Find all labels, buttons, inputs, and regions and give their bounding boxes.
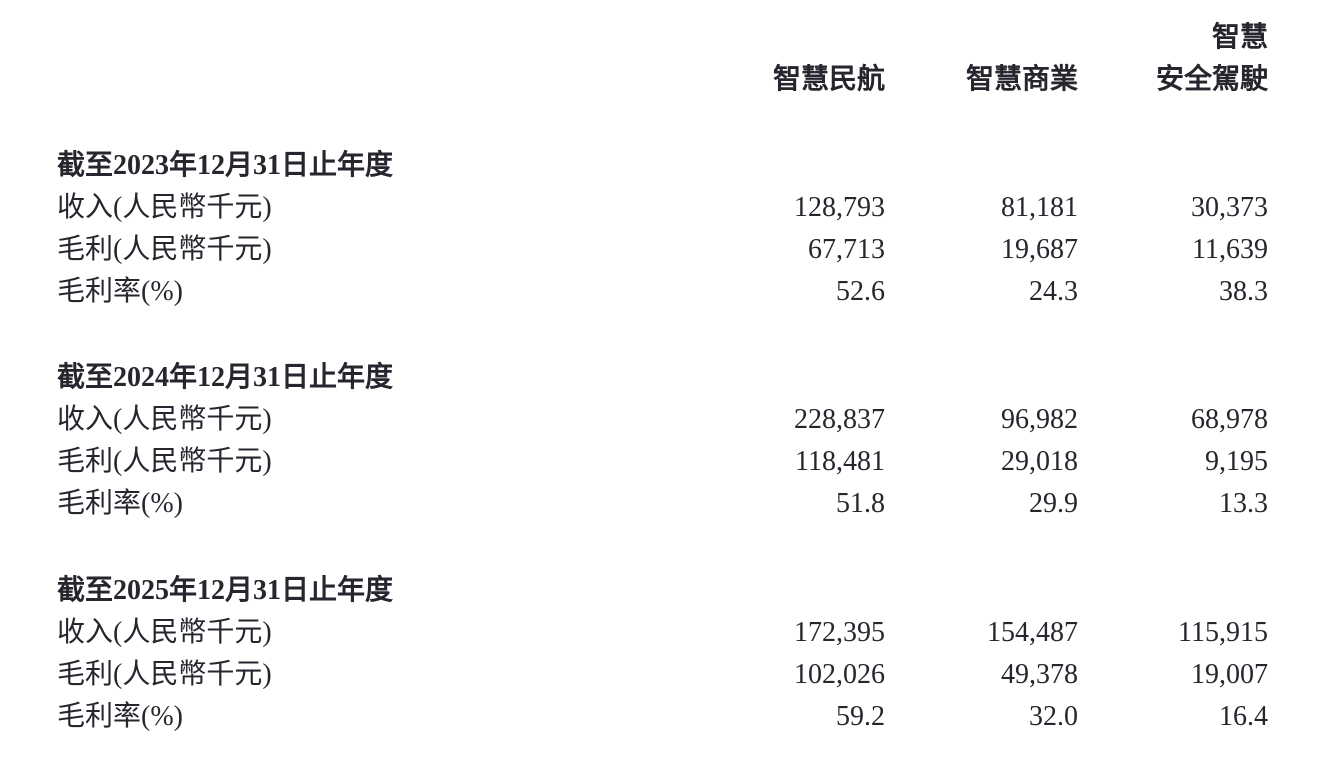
value-cell: 19,007: [1191, 659, 1268, 690]
column-header-smart-safe-driving-line2: 安全駕駛: [1155, 64, 1268, 95]
value-cell: 59.2: [836, 701, 885, 732]
value-cell: 128,793: [794, 192, 885, 223]
value-cell: 9,195: [1205, 446, 1268, 477]
section-gap: [57, 525, 1324, 570]
section-heading-fy2025: 截至2025年12月31日止年度: [57, 575, 394, 606]
value-cell: 16.4: [1219, 701, 1268, 732]
value-cell: 118,481: [795, 446, 885, 477]
value-cell: 30,373: [1191, 192, 1268, 223]
value-cell: 81,181: [1001, 192, 1078, 223]
section-fy2024: 截至2024年12月31日止年度 收入(人民幣千元) 228,837 96,98…: [57, 357, 1324, 525]
value-cell: 172,395: [794, 617, 885, 648]
section-gap: [57, 313, 1324, 357]
column-header-smart-commerce: 智慧商業: [965, 64, 1078, 95]
column-header-smart-safe-driving-line1: 智慧: [1211, 22, 1268, 53]
value-cell: 13.3: [1219, 488, 1268, 519]
section-fy2023: 截至2023年12月31日止年度 收入(人民幣千元) 128,793 81,18…: [57, 145, 1324, 313]
section-fy2025: 截至2025年12月31日止年度 收入(人民幣千元) 172,395 154,4…: [57, 570, 1324, 738]
row-label-gross-profit: 毛利(人民幣千元): [57, 659, 272, 690]
row-label-gross-margin: 毛利率(%): [57, 701, 183, 732]
value-cell: 115,915: [1178, 617, 1268, 648]
row-label-revenue: 收入(人民幣千元): [57, 192, 272, 223]
value-cell: 29,018: [1001, 446, 1078, 477]
value-cell: 19,687: [1001, 234, 1078, 265]
row-label-revenue: 收入(人民幣千元): [57, 617, 272, 648]
section-heading-fy2024: 截至2024年12月31日止年度: [57, 362, 394, 393]
value-cell: 38.3: [1219, 276, 1268, 307]
value-cell: 96,982: [1001, 404, 1078, 435]
row-label-gross-margin: 毛利率(%): [57, 276, 183, 307]
value-cell: 154,487: [987, 617, 1078, 648]
row-label-gross-profit: 毛利(人民幣千元): [57, 446, 272, 477]
section-heading-fy2023: 截至2023年12月31日止年度: [57, 150, 394, 181]
value-cell: 32.0: [1029, 701, 1078, 732]
table-header: 智慧 智慧民航 智慧商業 安全駕駛: [57, 17, 1324, 101]
value-cell: 29.9: [1029, 488, 1078, 519]
value-cell: 67,713: [808, 234, 885, 265]
value-cell: 228,837: [794, 404, 885, 435]
value-cell: 68,978: [1191, 404, 1268, 435]
value-cell: 24.3: [1029, 276, 1078, 307]
row-label-gross-profit: 毛利(人民幣千元): [57, 234, 272, 265]
value-cell: 51.8: [836, 488, 885, 519]
row-label-gross-margin: 毛利率(%): [57, 488, 183, 519]
value-cell: 11,639: [1192, 234, 1268, 265]
row-label-revenue: 收入(人民幣千元): [57, 404, 272, 435]
value-cell: 102,026: [794, 659, 885, 690]
section-gap: [57, 101, 1324, 145]
column-header-smart-civil-aviation: 智慧民航: [772, 64, 885, 95]
value-cell: 52.6: [836, 276, 885, 307]
value-cell: 49,378: [1001, 659, 1078, 690]
